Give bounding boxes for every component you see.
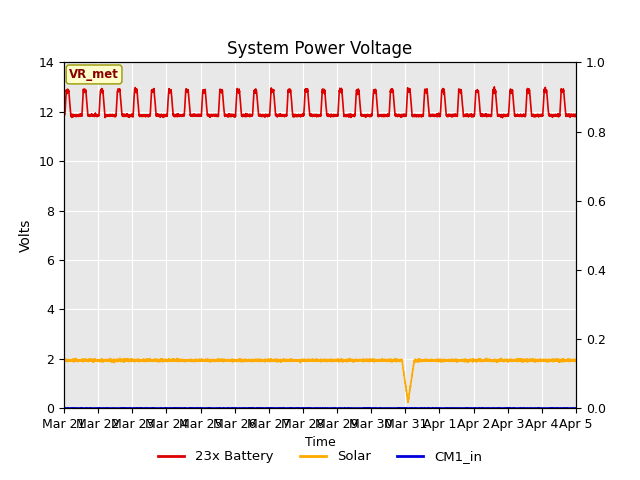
CM1_in	[152, 405, 160, 411]
Solar	[464, 360, 472, 365]
Legend: 23x Battery, Solar, CM1_in: 23x Battery, Solar, CM1_in	[153, 445, 487, 468]
CM1_in	[572, 405, 579, 411]
Y-axis label: Volts: Volts	[19, 218, 33, 252]
Line: 23x Battery: 23x Battery	[64, 87, 576, 118]
23x Battery	[406, 87, 414, 93]
Solar	[435, 358, 442, 364]
Solar	[404, 399, 412, 405]
CM1_in	[60, 405, 68, 411]
Solar	[152, 357, 160, 363]
23x Battery	[60, 112, 68, 118]
23x Battery	[490, 84, 498, 90]
23x Battery	[499, 115, 506, 120]
Solar	[301, 358, 308, 364]
Line: Solar: Solar	[64, 358, 576, 402]
CM1_in	[504, 405, 512, 410]
CM1_in	[464, 405, 472, 411]
CM1_in	[60, 405, 68, 411]
23x Battery	[301, 99, 308, 105]
Solar	[483, 355, 490, 361]
CM1_in	[301, 405, 308, 411]
CM1_in	[572, 405, 580, 411]
Solar	[572, 358, 579, 364]
23x Battery	[572, 111, 580, 117]
CM1_in	[406, 405, 414, 411]
Solar	[60, 357, 68, 362]
CM1_in	[435, 405, 442, 411]
Title: System Power Voltage: System Power Voltage	[227, 40, 413, 58]
X-axis label: Time: Time	[305, 436, 335, 449]
Solar	[406, 384, 414, 390]
23x Battery	[435, 112, 442, 118]
23x Battery	[152, 111, 160, 117]
23x Battery	[572, 113, 579, 119]
23x Battery	[463, 112, 471, 118]
Solar	[572, 357, 580, 363]
Text: VR_met: VR_met	[69, 68, 119, 81]
